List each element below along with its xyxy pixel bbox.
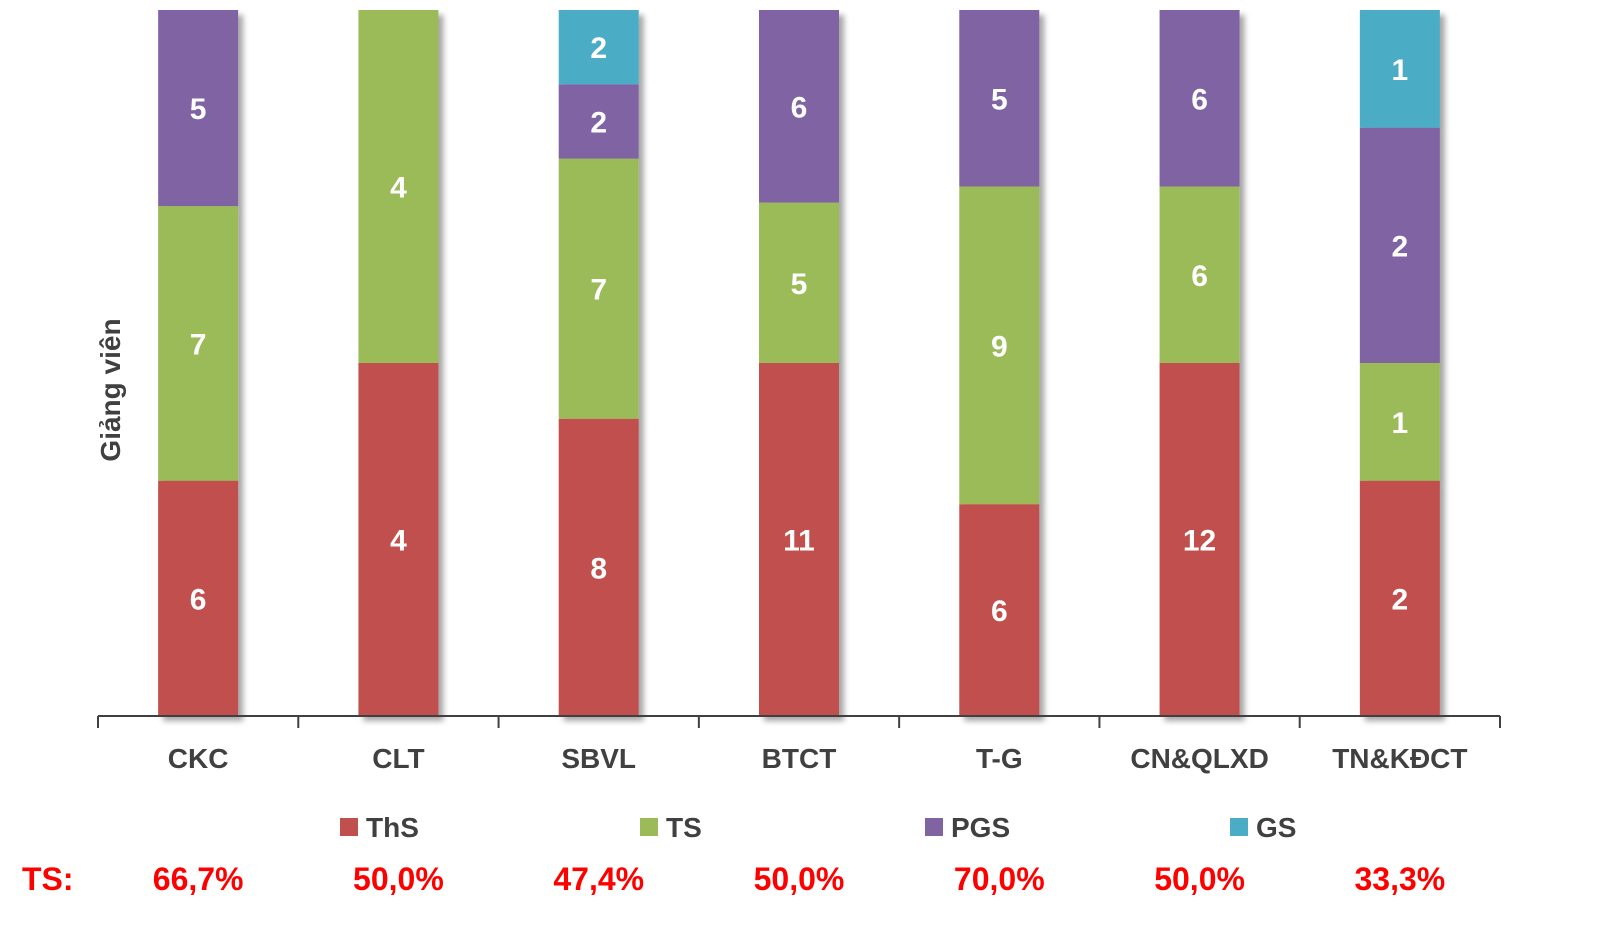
bar-segment-ths [1159, 363, 1240, 716]
bar-segment-ths [358, 363, 439, 716]
bar-segment-gs [1359, 10, 1440, 128]
footer-percentage: 50,0% [754, 861, 845, 897]
data-label: 5 [991, 83, 1008, 116]
data-label: 1 [1392, 407, 1409, 440]
data-label: 7 [590, 274, 607, 307]
data-label: 7 [190, 328, 207, 361]
data-label: 12 [1183, 525, 1216, 558]
bar-segment-ts [959, 186, 1040, 505]
x-tick-label: TN&KĐCT [1332, 743, 1467, 774]
bar-segment-gs [558, 10, 639, 85]
data-label: 2 [1392, 230, 1409, 263]
legend-swatch [1230, 818, 1248, 836]
legend-label: ThS [366, 812, 419, 843]
bar-segment-ts [759, 202, 839, 363]
bar-segment-pgs [959, 10, 1040, 187]
data-label: 6 [1191, 260, 1208, 293]
x-tick-label: T-G [976, 743, 1023, 774]
bar-segment-ts [1159, 186, 1240, 363]
bar-segment-ths [1359, 480, 1440, 716]
legend-item-gs: GS [1230, 812, 1296, 843]
data-label: 4 [390, 525, 407, 558]
bar-segment-pgs [759, 10, 839, 203]
bar-segment-pgs [1159, 10, 1240, 187]
bar-segment-pgs [1359, 127, 1440, 364]
legend-label: PGS [951, 812, 1010, 843]
bar-stack [158, 10, 239, 716]
data-label: 9 [991, 330, 1008, 363]
bar-segment-ths [759, 363, 839, 716]
bar-segment-ts [358, 10, 439, 363]
bar-stack [558, 10, 639, 716]
bar-segment-pgs [158, 10, 239, 207]
bar-segment-ts [558, 158, 639, 419]
bar-stack [1359, 10, 1440, 716]
bar-segment-ths [158, 480, 239, 716]
legend-swatch [340, 818, 358, 836]
y-axis-label: Giảng viên [95, 318, 126, 461]
data-label: 5 [190, 93, 207, 126]
data-label: 6 [190, 583, 207, 616]
footer-percentages: TS: 66,7% 50,0% 47,4% 50,0% 70,0% 50,0% 33,3% [22, 861, 1445, 897]
bar-segment-ths [558, 418, 639, 716]
x-tick-label: BTCT [762, 743, 837, 774]
data-label: 6 [791, 91, 808, 124]
x-tick-label: SBVL [561, 743, 636, 774]
footer-label: TS: [22, 861, 74, 897]
footer-percentage: 50,0% [353, 861, 444, 897]
legend-swatch [640, 818, 658, 836]
bars-layer [158, 10, 1440, 716]
x-tick-label: CKC [168, 743, 229, 774]
legend: ThS TS PGS GS [340, 812, 1296, 843]
footer-percentage: 50,0% [1154, 861, 1245, 897]
bar-stack [959, 10, 1040, 716]
data-label: 4 [390, 172, 407, 205]
data-label: 2 [590, 106, 607, 139]
data-label: 1 [1392, 54, 1409, 87]
legend-swatch [925, 818, 943, 836]
footer-percentage: 66,7% [153, 861, 244, 897]
bar-stack [759, 10, 839, 716]
bar-segment-ts [158, 206, 239, 481]
data-label: 5 [791, 268, 808, 301]
legend-label: GS [1256, 812, 1296, 843]
data-label: 8 [590, 552, 607, 585]
labels-layer: 675CKC44CLT8722SBVL1156BTCT695T-G1266CN&… [168, 32, 1468, 774]
data-label: 2 [1392, 583, 1409, 616]
bar-stack [1159, 10, 1240, 716]
footer-percentage: 47,4% [553, 861, 644, 897]
bar-stack [358, 10, 439, 716]
bar-segment-ts [1359, 363, 1440, 481]
legend-item-pgs: PGS [925, 812, 1010, 843]
bar-segment-pgs [558, 84, 639, 159]
legend-label: TS [666, 812, 702, 843]
bar-segment-ths [959, 504, 1040, 716]
legend-item-ths: ThS [340, 812, 419, 843]
data-label: 11 [783, 525, 815, 558]
x-tick-label: CLT [372, 743, 424, 774]
data-label: 6 [991, 595, 1008, 628]
data-label: 6 [1191, 83, 1208, 116]
x-axis [97, 715, 1501, 728]
footer-percentage: 70,0% [954, 861, 1045, 897]
footer-percentage: 33,3% [1354, 861, 1445, 897]
x-tick-label: CN&QLXD [1130, 743, 1268, 774]
data-label: 2 [590, 32, 607, 65]
legend-item-ts: TS [640, 812, 702, 843]
